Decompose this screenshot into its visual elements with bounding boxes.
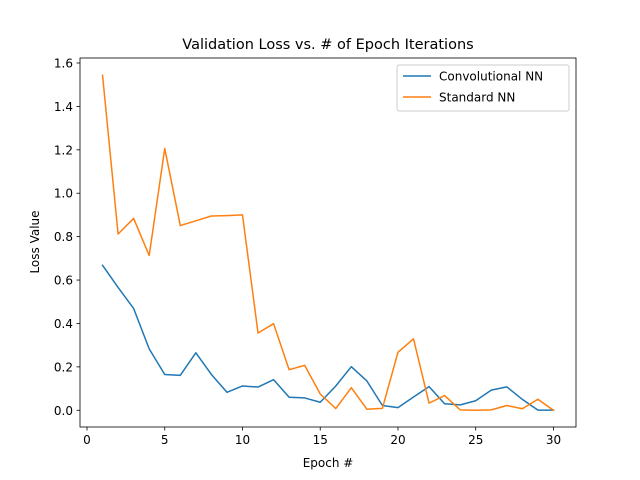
y-tick-label: 1.6 bbox=[54, 56, 73, 70]
y-tick-label: 1.4 bbox=[54, 100, 73, 114]
chart-title: Validation Loss vs. # of Epoch Iteration… bbox=[182, 37, 473, 53]
y-axis-label: Loss Value bbox=[28, 210, 42, 273]
legend: Convolutional NN Standard NN bbox=[396, 64, 570, 112]
y-tick-label: 0.2 bbox=[54, 360, 73, 374]
x-tick-label: 10 bbox=[235, 433, 250, 447]
legend-box bbox=[396, 64, 570, 112]
series-line-1 bbox=[101, 264, 555, 411]
axes-frame bbox=[79, 57, 577, 428]
y-tick-label: 1.0 bbox=[54, 187, 73, 201]
x-tick-label: 25 bbox=[468, 433, 483, 447]
y-tick-label: 0.6 bbox=[54, 274, 73, 288]
axes: 0 5 10 15 20 25 30 0.0 0.2 0.4 0.6 0.8 1.0 1.2 1.4 1.6 bbox=[54, 56, 577, 447]
x-tick-label: 30 bbox=[546, 433, 561, 447]
x-tick-label: 0 bbox=[83, 433, 91, 447]
legend-label-2: Standard NN bbox=[439, 91, 515, 105]
y-tick-label: 0.4 bbox=[54, 317, 73, 331]
x-tick-label: 20 bbox=[390, 433, 405, 447]
series-line-2 bbox=[101, 74, 555, 412]
y-tick-label: 1.2 bbox=[54, 143, 73, 157]
y-tick-label: 0.0 bbox=[54, 404, 73, 418]
x-tick-label: 5 bbox=[161, 433, 169, 447]
legend-label-1: Convolutional NN bbox=[439, 70, 543, 84]
x-axis-label: Epoch # bbox=[303, 456, 354, 470]
x-tick-label: 15 bbox=[313, 433, 328, 447]
y-tick-label: 0.8 bbox=[54, 230, 73, 244]
plot-area bbox=[101, 74, 555, 412]
